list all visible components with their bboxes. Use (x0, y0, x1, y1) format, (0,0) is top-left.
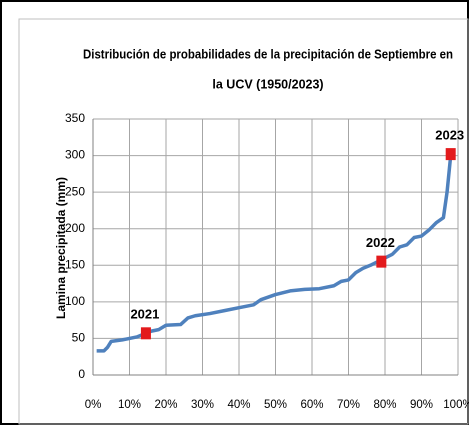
annotation-label: 2022 (366, 235, 395, 250)
x-tick-label: 20% (154, 399, 177, 411)
x-tick-label: 50% (264, 399, 287, 411)
x-tick-label: 10% (118, 399, 141, 411)
y-tick-label: 100 (65, 294, 85, 308)
highlight-marker (445, 148, 456, 161)
annotation-label: 2021 (130, 307, 159, 322)
highlight-marker (376, 255, 387, 268)
y-tick-label: 350 (65, 111, 85, 125)
chart-title: Distribución de probabilidades de la pre… (83, 47, 453, 61)
chart-title: la UCV (1950/2023) (212, 77, 323, 91)
y-tick-label: 200 (65, 221, 85, 235)
x-tick-label: 30% (191, 399, 214, 411)
y-tick-label: 50 (72, 331, 86, 345)
y-tick-label: 150 (65, 257, 85, 271)
x-tick-label: 70% (337, 399, 360, 411)
y-tick-label: 250 (65, 184, 85, 198)
y-tick-label: 0 (78, 367, 85, 381)
x-tick-label: 90% (410, 399, 433, 411)
highlight-marker (140, 327, 151, 340)
chart-frame (18, 18, 469, 425)
x-tick-label: 80% (373, 399, 396, 411)
x-tick-label: 100% (443, 399, 469, 411)
annotation-label: 2023 (435, 128, 464, 143)
y-axis-label: Lamina precipitada (mm) (54, 177, 68, 319)
x-tick-label: 0% (85, 399, 102, 411)
x-tick-label: 40% (227, 399, 250, 411)
y-tick-label: 300 (65, 148, 85, 162)
x-tick-label: 60% (300, 399, 323, 411)
